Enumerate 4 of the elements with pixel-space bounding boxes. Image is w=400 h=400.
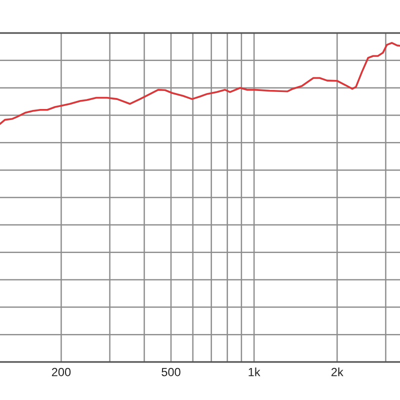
x-tick-label: 2k [331, 368, 344, 376]
x-tick-label: 200 [52, 368, 71, 376]
x-tick-label: 1k [248, 368, 260, 376]
x-tick-label: 500 [162, 368, 180, 376]
